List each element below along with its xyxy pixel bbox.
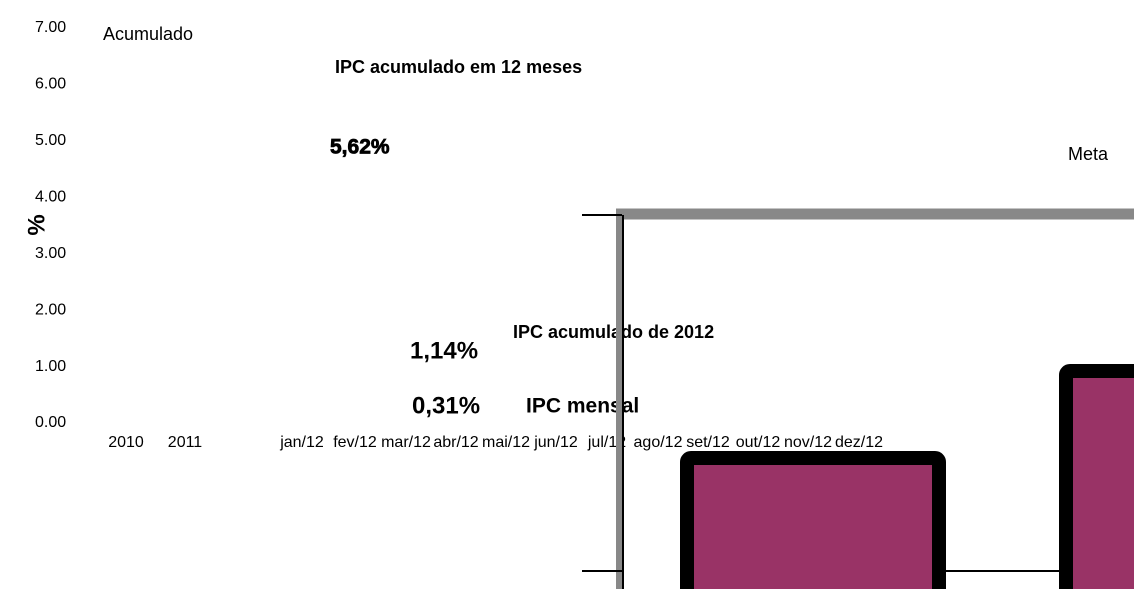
x-tick-label: 2011 [168,434,203,451]
x-tick-label: nov/12 [784,434,832,451]
x-tick-label: ago/12 [634,434,683,451]
x-tick-label: set/12 [686,434,730,451]
x-tick-label: fev/12 [333,434,377,451]
x-tick-label: out/12 [736,434,781,451]
annotation: IPC mensal [526,395,639,418]
annotation: IPC acumulado de 2012 [513,322,714,342]
x-tick-label: dez/12 [835,434,883,451]
annotation: 5,62% [330,136,390,159]
x-tick-label: jan/12 [279,434,324,451]
bar-shape [1059,364,1134,589]
y-tick-label: 3.00 [35,245,66,262]
x-tick-label: 2010 [108,434,144,451]
annotation: 1,14% [410,337,478,364]
x-tick-label: abr/12 [433,434,478,451]
labels: Acumulado IPC acumulado em 12 meses 5,62… [23,19,1119,451]
shapes [582,208,1134,589]
annotation: Meta [1068,144,1109,164]
y-tick-label: 5.00 [35,132,66,149]
x-tick-label: jun/12 [533,434,578,451]
bar-shape [680,451,946,589]
y-tick-label: 4.00 [35,189,66,206]
y-tick-label: 0.00 [35,414,66,431]
y-tick-label: 6.00 [35,76,66,93]
y-axis-label: % [23,214,50,235]
y-tick-label: 2.00 [35,301,66,318]
y-tick-label: 1.00 [35,358,66,375]
x-tick-label: mai/12 [482,434,530,451]
annotation: Acumulado [103,24,193,44]
annotation: 0,31% [412,392,480,419]
annotation: IPC acumulado em 12 meses [335,57,582,77]
y-tick-label: 7.00 [35,19,66,36]
x-tick-label: mar/12 [381,434,431,451]
